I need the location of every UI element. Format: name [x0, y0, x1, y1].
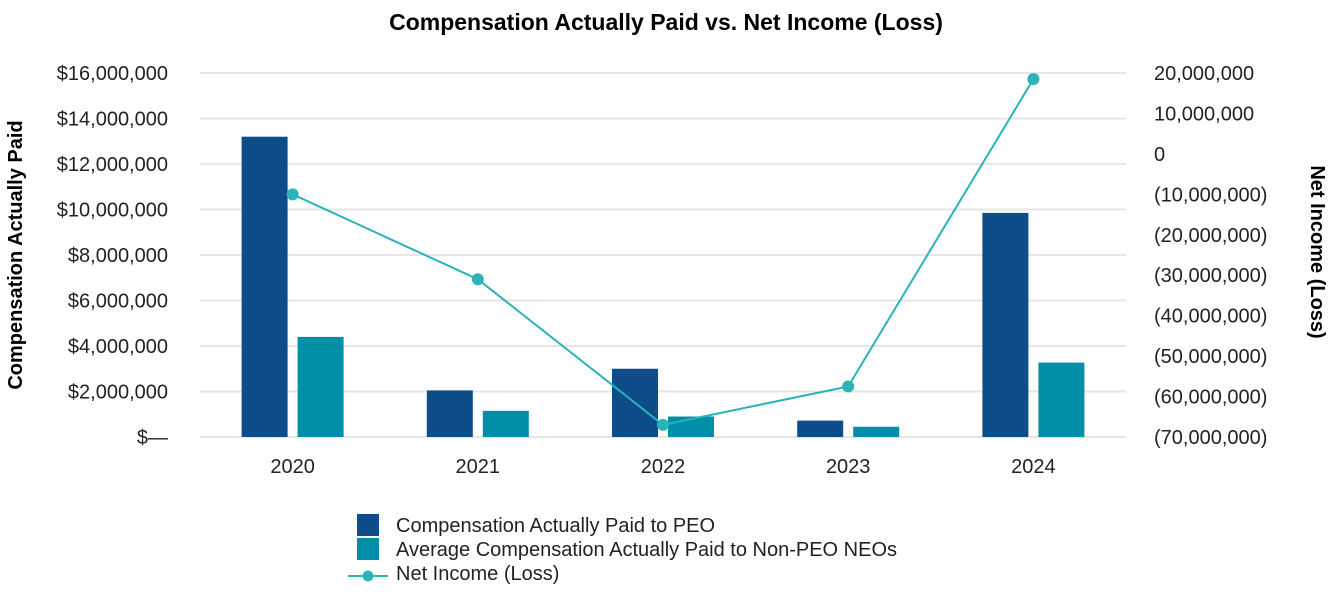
y2-tick-label: 10,000,000: [1154, 103, 1254, 125]
x-category-label: 2024: [1011, 456, 1056, 478]
legend-label-peo: Compensation Actually Paid to PEO: [396, 515, 715, 537]
category-labels: 2020 2021 2022 2023 2024: [270, 456, 1055, 478]
y-tick-label: $14,000,000: [57, 109, 168, 131]
legend-swatch-neo: [357, 538, 379, 560]
y2-tick-label: (20,000,000): [1154, 225, 1267, 247]
y2-axis-title: Net Income (Loss): [1306, 165, 1328, 338]
net-income-point: [286, 188, 299, 201]
bar-peo: [982, 212, 1029, 437]
y-tick-label: $16,000,000: [57, 63, 168, 85]
x-category-label: 2022: [641, 456, 686, 478]
left-axis-ticks: $— $2,000,000 $4,000,000 $6,000,000 $8,000,0…: [57, 63, 168, 449]
bar-non-peo-neo: [1038, 362, 1085, 437]
y-tick-label: $8,000,000: [68, 245, 168, 267]
y2-tick-label: (30,000,000): [1154, 265, 1267, 287]
y-tick-label: $10,000,000: [57, 200, 168, 222]
x-category-label: 2021: [456, 456, 501, 478]
bars-layer: [241, 136, 1085, 437]
right-axis-ticks: (70,000,000) (60,000,000) (50,000,000) (40,…: [1154, 63, 1267, 449]
y-tick-label: $4,000,000: [68, 336, 168, 358]
net-income-point: [657, 418, 669, 431]
legend-label-net-income: Net Income (Loss): [396, 563, 559, 585]
net-income-point: [471, 273, 484, 286]
y2-tick-label: 0: [1154, 144, 1165, 166]
bar-peo: [241, 136, 288, 437]
bar-peo: [797, 420, 844, 437]
legend-swatch-peo: [357, 514, 379, 536]
bar-non-peo-neo: [853, 426, 900, 437]
net-income-line: [292, 78, 1035, 426]
y2-tick-label: (50,000,000): [1154, 346, 1267, 368]
x-category-label: 2023: [826, 456, 871, 478]
legend-label-neo: Average Compensation Actually Paid to No…: [396, 539, 897, 561]
y-axis-title: Compensation Actually Paid: [5, 120, 27, 389]
y2-tick-label: (40,000,000): [1154, 306, 1267, 328]
net-income-point: [1027, 73, 1040, 86]
y2-tick-label: (70,000,000): [1154, 427, 1267, 449]
net-income-point: [842, 380, 855, 393]
legend-marker-net-income: [362, 570, 374, 582]
bar-non-peo-neo: [482, 410, 529, 437]
y-tick-label: $—: [137, 427, 168, 449]
y2-tick-label: 20,000,000: [1154, 63, 1254, 85]
x-category-label: 2020: [270, 456, 315, 478]
y-tick-label: $12,000,000: [57, 154, 168, 176]
y-tick-label: $6,000,000: [68, 291, 168, 313]
y-tick-label: $2,000,000: [68, 382, 168, 404]
grid-layer: [200, 72, 1126, 438]
legend: Compensation Actually Paid to PEO Averag…: [348, 514, 897, 585]
y2-tick-label: (60,000,000): [1154, 387, 1267, 409]
y2-tick-label: (10,000,000): [1154, 184, 1267, 206]
bar-non-peo-neo: [297, 336, 344, 437]
bar-peo: [426, 390, 473, 437]
chart-title: Compensation Actually Paid vs. Net Incom…: [389, 9, 943, 35]
line-layer: [286, 73, 1040, 431]
